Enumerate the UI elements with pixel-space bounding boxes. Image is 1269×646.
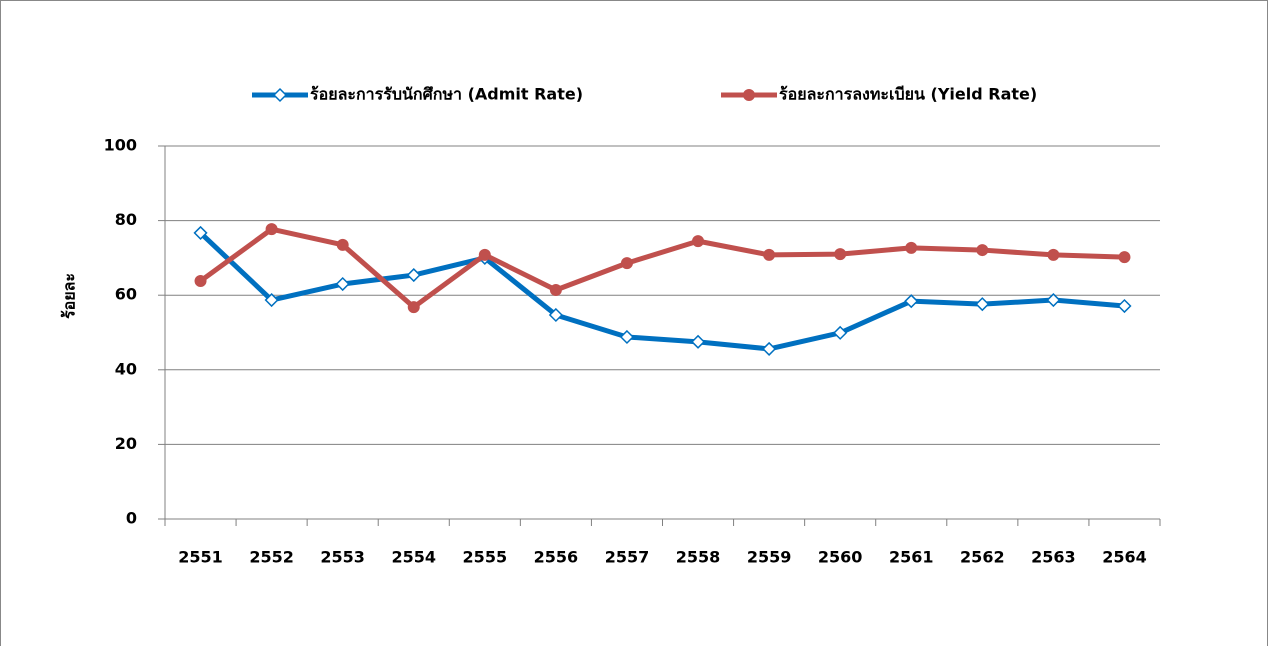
data-point <box>478 248 491 261</box>
data-point <box>193 225 208 240</box>
data-point <box>406 267 421 283</box>
data-point <box>407 301 420 314</box>
data-point <box>834 248 847 261</box>
data-point <box>548 307 563 323</box>
x-tick-label: 2557 <box>605 548 650 567</box>
data-point <box>763 248 776 261</box>
legend-label: ร้อยละการลงทะเบียน (Yield Rate) <box>779 85 1037 104</box>
data-point <box>1118 251 1131 264</box>
data-point <box>690 334 706 349</box>
x-tick-label: 2558 <box>676 548 721 567</box>
data-point <box>264 292 279 308</box>
legend-label: ร้อยละการรับนักศึกษา (Admit Rate) <box>310 85 583 104</box>
y-axis-label: ร้อยละ <box>60 273 79 319</box>
y-tick-label: 0 <box>126 509 137 528</box>
data-point <box>976 244 989 257</box>
x-tick-label: 2559 <box>747 548 792 567</box>
x-tick-label: 2563 <box>1031 548 1076 567</box>
legend-marker <box>272 87 288 103</box>
data-point <box>619 329 635 345</box>
data-point <box>975 297 990 312</box>
y-tick-label: 40 <box>115 359 137 378</box>
data-point <box>905 241 918 254</box>
x-tick-label: 2560 <box>818 548 863 567</box>
data-point <box>1117 298 1132 314</box>
data-point <box>620 257 633 270</box>
legend-marker <box>743 89 755 101</box>
y-tick-label: 100 <box>104 136 137 155</box>
data-point <box>336 238 349 251</box>
data-point <box>904 294 919 309</box>
data-point <box>762 341 777 356</box>
data-point <box>549 283 562 296</box>
x-tick-label: 2552 <box>249 548 294 567</box>
data-point <box>1047 248 1060 261</box>
x-tick-label: 2561 <box>889 548 934 567</box>
data-point <box>1046 292 1061 308</box>
data-point <box>335 276 350 292</box>
data-point <box>692 235 705 248</box>
y-tick-label: 80 <box>115 210 137 229</box>
x-tick-label: 2551 <box>178 548 223 567</box>
x-tick-label: 2562 <box>960 548 1005 567</box>
data-point <box>194 275 207 288</box>
x-tick-label: 2554 <box>391 548 436 567</box>
series-line <box>198 231 1125 352</box>
data-point <box>833 325 848 340</box>
x-tick-label: 2564 <box>1102 548 1147 567</box>
series-line <box>199 226 1125 310</box>
x-tick-label: 2555 <box>463 548 508 567</box>
y-tick-label: 60 <box>115 285 137 304</box>
data-point <box>265 223 278 236</box>
x-tick-label: 2553 <box>320 548 365 567</box>
y-tick-label: 20 <box>115 434 137 453</box>
x-tick-label: 2556 <box>534 548 579 567</box>
